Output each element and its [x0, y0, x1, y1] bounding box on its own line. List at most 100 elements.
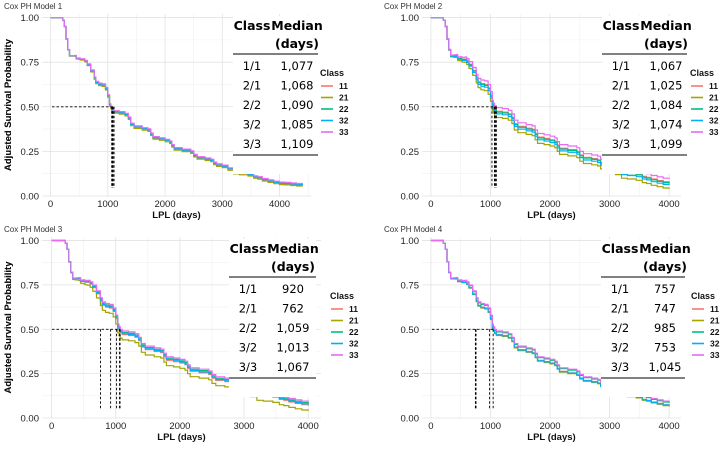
x-tick-label: 2000 [539, 421, 560, 432]
survival-curve-21 [430, 17, 670, 189]
table-cell-median: 1,025 [650, 79, 683, 93]
y-tick-label: 0.50 [401, 102, 420, 113]
y-tick-label: 0.00 [401, 414, 420, 425]
table-cell-median: 920 [282, 282, 304, 296]
y-tick-label: 0.75 [401, 58, 420, 69]
median-table: Class Median (days) 1/1 920 2/1 762 2/2 1,059 3/2… [229, 239, 319, 397]
median-table-background [229, 239, 316, 397]
median-table: Class Median (days) 1/1 757 2/1 747 2/2 985 3/2 75… [601, 239, 691, 397]
chart-panel-3: Cox PH Model 3 0 1000 2000 3000 4000 0.00 0.25 0… [3, 225, 359, 443]
legend-title: Class [690, 68, 714, 78]
x-tick-label: 0 [49, 421, 54, 432]
table-cell-median: 1,099 [650, 137, 683, 151]
y-tick-label: 1.00 [401, 13, 420, 24]
chart-panel-1: Cox PH Model 1 0 1000 2000 3000 4000 0.00 0.25 0… [3, 2, 349, 221]
table-header-class: Class [234, 18, 271, 33]
table-cell-median: 762 [282, 302, 304, 316]
y-tick-label: 0.75 [401, 280, 420, 291]
legend-label-22: 22 [710, 327, 720, 337]
legend-label-11: 11 [339, 81, 348, 91]
x-tick-label: 1000 [480, 199, 501, 210]
table-cell-class: 1/1 [612, 59, 631, 73]
table-header-days: (days) [644, 36, 688, 51]
x-tick-label: 2000 [539, 199, 560, 210]
legend-title: Class [691, 291, 715, 301]
y-tick-label: 0.25 [21, 147, 40, 158]
median-reference-lines [432, 106, 497, 188]
legend-title: Class [330, 291, 354, 301]
legend-label-32: 32 [349, 339, 359, 349]
x-tick-label: 4000 [269, 199, 290, 210]
x-tick-label: 1000 [480, 421, 501, 432]
table-cell-class: 3/3 [243, 137, 262, 151]
table-cell-median: 985 [654, 321, 676, 335]
x-axis-title: LPL (days) [152, 210, 200, 221]
y-tick-label: 1.00 [21, 236, 40, 247]
table-cell-median: 1,077 [281, 59, 314, 73]
legend-label-11: 11 [349, 304, 358, 314]
table-cell-class: 2/1 [612, 79, 631, 93]
x-tick-label: 3000 [599, 421, 620, 432]
y-tick-label: 0.00 [401, 192, 420, 203]
table-cell-class: 2/2 [239, 321, 258, 335]
table-cell-median: 747 [654, 302, 676, 316]
table-header-median: Median [271, 18, 322, 33]
x-axis-title: LPL (days) [527, 432, 575, 443]
legend-label-33: 33 [349, 350, 359, 360]
y-tick-label: 0.75 [21, 58, 40, 69]
median-table: Class Median (days) 1/1 1,077 2/1 1,068 2/2 1,09… [233, 16, 323, 174]
y-axis-title: Adjusted Survival Probability [3, 261, 14, 394]
table-cell-median: 1,109 [281, 137, 314, 151]
table-cell-median: 1,090 [281, 98, 314, 112]
table-header-days: (days) [643, 259, 687, 274]
table-cell-class: 2/2 [243, 98, 262, 112]
legend-label-21: 21 [710, 316, 720, 326]
x-tick-label: 4000 [659, 199, 680, 210]
legend-label-22: 22 [339, 104, 349, 114]
table-cell-median: 1,045 [649, 360, 682, 374]
x-tick-label: 3000 [212, 199, 233, 210]
x-tick-label: 4000 [298, 421, 319, 432]
y-tick-label: 0.25 [401, 369, 420, 380]
table-cell-median: 1,013 [277, 341, 310, 355]
survival-curves [50, 17, 303, 187]
y-tick-label: 0.50 [21, 102, 40, 113]
table-header-days: (days) [275, 36, 319, 51]
median-reference-lines [52, 106, 115, 188]
table-header-days: (days) [271, 259, 315, 274]
y-tick-label: 0.25 [401, 147, 420, 158]
survival-curve-21 [51, 239, 309, 411]
y-tick-label: 1.00 [21, 13, 40, 24]
table-cell-class: 2/1 [239, 302, 258, 316]
table-cell-median: 1,085 [281, 118, 314, 132]
y-tick-label: 1.00 [401, 236, 420, 247]
median-table-background [233, 16, 318, 174]
x-tick-label: 1000 [105, 421, 126, 432]
median-table: Class Median (days) 1/1 1,067 2/1 1,025 2/2 1,08… [602, 16, 692, 174]
table-cell-class: 3/3 [239, 360, 258, 374]
y-axis-title: Adjusted Survival Probability [3, 38, 14, 171]
table-cell-class: 3/2 [239, 341, 258, 355]
chart-title: Cox PH Model 3 [4, 225, 63, 234]
table-cell-class: 2/2 [612, 98, 631, 112]
legend-label-11: 11 [710, 304, 719, 314]
x-tick-label: 0 [428, 199, 433, 210]
table-header-class: Class [230, 241, 267, 256]
median-table-background [602, 16, 687, 174]
y-tick-label: 0.50 [21, 325, 40, 336]
legend-label-33: 33 [709, 127, 719, 137]
table-header-class: Class [603, 18, 640, 33]
y-tick-label: 0.75 [21, 280, 40, 291]
y-axis-title: Adjusted Survival Probability [3, 38, 14, 171]
table-cell-median: 1,084 [650, 98, 683, 112]
x-tick-label: 3000 [233, 421, 254, 432]
table-cell-class: 2/1 [611, 302, 630, 316]
legend-label-33: 33 [710, 350, 720, 360]
table-cell-class: 3/2 [611, 341, 630, 355]
y-tick-label: 0.25 [21, 369, 40, 380]
chart-panel-2: Cox PH Model 2 0 1000 2000 3000 4000 0.00 0.25 0… [3, 2, 719, 221]
table-cell-class: 3/3 [612, 137, 631, 151]
chart-title: Cox PH Model 4 [384, 225, 443, 234]
